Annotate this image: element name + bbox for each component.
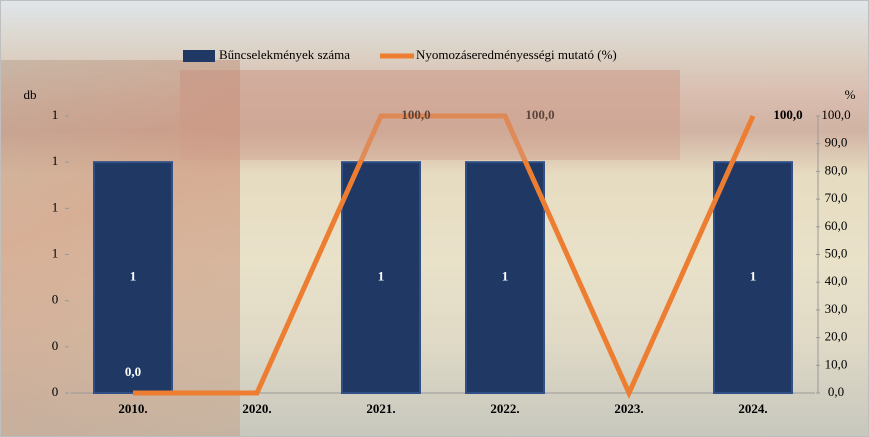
y2ticks-label: 100,0: [821, 107, 850, 122]
bar-label: 1: [502, 269, 509, 284]
yticks-label: 0: [52, 292, 59, 307]
y2-axis-title: %: [845, 87, 856, 102]
x-tick-label: 2010.: [118, 401, 147, 416]
line-value-label: 0,0: [125, 364, 141, 379]
yticks-label: 0: [52, 384, 59, 399]
y2ticks-label: 40,0: [825, 273, 848, 288]
legend-label: Bűncselekmények száma: [219, 47, 350, 62]
y2ticks-label: 50,0: [825, 245, 848, 260]
line-value-label: 100,0: [401, 107, 430, 122]
y2ticks-label: 60,0: [825, 218, 848, 233]
yticks-label: 1: [52, 153, 59, 168]
bar-label: 1: [130, 269, 137, 284]
y2ticks-label: 30,0: [825, 301, 848, 316]
x-tick-label: 2021.: [366, 401, 395, 416]
yticks-label: 1: [52, 245, 59, 260]
x-tick-label: 2022.: [490, 401, 519, 416]
y2ticks-label: 70,0: [825, 190, 848, 205]
y2ticks-label: 20,0: [825, 329, 848, 344]
bar-label: 1: [378, 269, 385, 284]
yticks-label: 1: [52, 199, 59, 214]
legend-swatch: [183, 50, 215, 62]
x-tick-label: 2024.: [738, 401, 767, 416]
line-value-label: 100,0: [773, 107, 802, 122]
line: [133, 116, 753, 393]
chart-container: db % 00011110,010,020,030,040,050,060,07…: [0, 0, 869, 437]
legend-label: Nyomozáseredményességi mutató (%): [416, 47, 617, 62]
x-tick-label: 2020.: [242, 401, 271, 416]
line-value-label: 100,0: [525, 107, 554, 122]
yticks-label: 1: [52, 107, 59, 122]
y2ticks-label: 80,0: [825, 162, 848, 177]
x-tick-label: 2023.: [614, 401, 643, 416]
yticks-label: 0: [52, 338, 59, 353]
y2ticks-label: 0,0: [828, 384, 844, 399]
chart: db % 00011110,010,020,030,040,050,060,07…: [0, 0, 869, 437]
bar-label: 1: [750, 269, 757, 284]
y2ticks-label: 10,0: [825, 356, 848, 371]
y2ticks-label: 90,0: [825, 135, 848, 150]
y-axis-title: db: [24, 87, 37, 102]
